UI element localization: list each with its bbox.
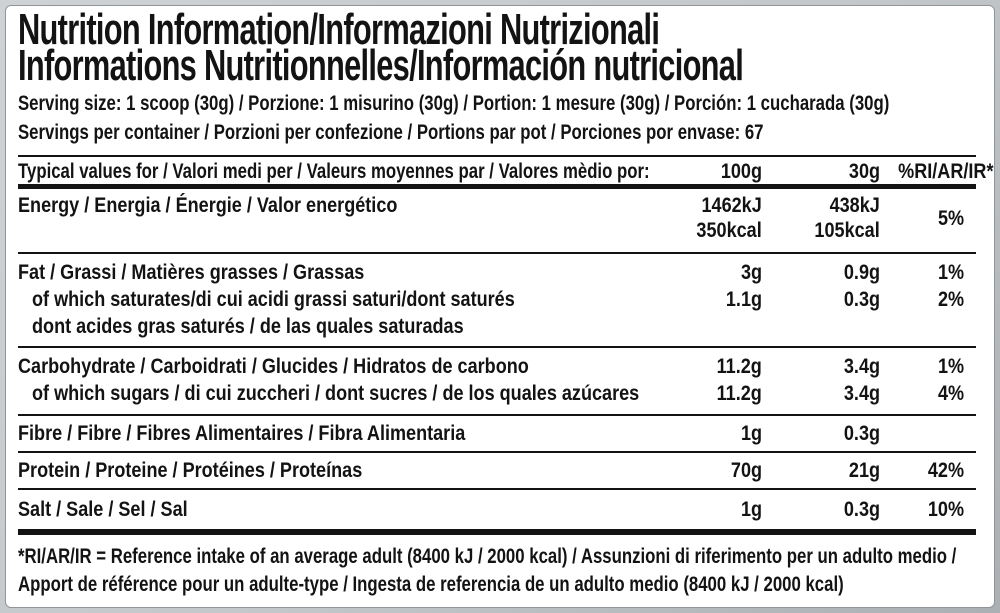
row-label-salt: Salt / Sale / Sel / Sal	[18, 497, 188, 521]
table-row-fat: Fat / Grassi / Matières grasses / Grassa…	[18, 254, 976, 348]
footnote-section: *RI/AR/IR = Reference intake of an avera…	[18, 535, 976, 598]
row-label-energy: Energy / Energia / Énergie / Valor energ…	[18, 193, 398, 217]
carb-line-main: Carbohydrate / Carboidrati / Glucides / …	[18, 353, 976, 380]
energy-30g-kj: 438kJ	[829, 193, 880, 217]
row-label-saturates-cont: dont acides gras saturés / de las quales…	[32, 314, 464, 338]
carb-30g: 3.4g	[843, 354, 880, 378]
table-row-salt: Salt / Sale / Sel / Sal 1g 0.3g 10%	[18, 490, 976, 535]
header-col-30g: 30g	[848, 159, 880, 183]
header-col-ri-cell: %RI/AR/IR*	[880, 159, 993, 184]
fibre-100g: 1g	[740, 421, 762, 445]
fibre-30g: 0.3g	[843, 421, 880, 445]
row-label-fibre: Fibre / Fibre / Fibres Alimentaires / Fi…	[18, 421, 466, 445]
servings-per-container-line: Servings per container / Porzioni per co…	[18, 120, 764, 144]
energy-grid: Energy / Energia / Énergie / Valor energ…	[18, 193, 976, 243]
serving-size-line: Serving size: 1 scoop (30g) / Porzione: …	[18, 91, 890, 115]
header-typical-values-cell: Typical values for / Valori medi per / V…	[18, 157, 650, 186]
title-line-2: Informations Nutritionnelles/Información…	[18, 41, 744, 90]
table-row-fibre: Fibre / Fibre / Fibres Alimentaires / Fi…	[18, 416, 976, 453]
energy-100g-kj: 1462kJ	[701, 193, 762, 217]
sugars-100g: 11.2g	[716, 381, 762, 405]
fibre-line: Fibre / Fibre / Fibres Alimentaires / Fi…	[18, 420, 976, 447]
protein-line: Protein / Proteine / Protéines / Proteín…	[18, 457, 976, 484]
energy-30g-kcal: 105kcal	[814, 218, 880, 242]
header-col-100g-cell: 100g	[622, 159, 762, 184]
header-col-30g-cell: 30g	[762, 159, 880, 184]
carb-pct: 1%	[937, 354, 964, 378]
header-typical-values-label: Typical values for / Valori medi per / V…	[18, 159, 650, 183]
saturates-30g: 0.3g	[843, 287, 880, 311]
fat-100g: 3g	[740, 260, 762, 284]
fat-line-main: Fat / Grassi / Matières grasses / Grassa…	[18, 259, 976, 286]
fat-30g: 0.9g	[843, 260, 880, 284]
nutrition-label: Nutrition Information/Informazioni Nutri…	[5, 5, 995, 608]
fat-line-saturates: of which saturates/di cui acidi grassi s…	[18, 286, 976, 313]
protein-30g: 21g	[848, 458, 880, 482]
salt-pct: 10%	[927, 497, 964, 521]
fat-pct: 1%	[937, 260, 964, 284]
saturates-pct: 2%	[937, 287, 964, 311]
protein-pct: 42%	[927, 458, 964, 482]
energy-100g-kcal: 350kcal	[696, 218, 762, 242]
protein-100g: 70g	[730, 458, 762, 482]
header-col-100g: 100g	[720, 159, 762, 183]
title-line-1: Nutrition Information/Informazioni Nutri…	[18, 5, 660, 54]
sugars-30g: 3.4g	[843, 381, 880, 405]
carb-line-sugars: of which sugars / di cui zuccheri / dont…	[18, 380, 976, 407]
salt-30g: 0.3g	[843, 497, 880, 521]
serving-info: Serving size: 1 scoop (30g) / Porzione: …	[18, 89, 976, 147]
label-title: Nutrition Information/Informazioni Nutri…	[18, 5, 976, 90]
saturates-100g: 1.1g	[725, 287, 762, 311]
row-label-fat: Fat / Grassi / Matières grasses / Grassa…	[18, 260, 365, 284]
fibre-pct	[880, 421, 976, 446]
sugars-pct: 4%	[937, 381, 964, 405]
fat-line-saturates-cont: dont acides gras saturés / de las quales…	[18, 313, 976, 340]
row-label-sugars: of which sugars / di cui zuccheri / dont…	[32, 381, 640, 405]
row-label-protein: Protein / Proteine / Protéines / Proteín…	[18, 458, 363, 482]
carb-100g: 11.2g	[716, 354, 762, 378]
row-label-saturates: of which saturates/di cui acidi grassi s…	[32, 287, 515, 311]
reference-intake-footnote: *RI/AR/IR = Reference intake of an avera…	[18, 544, 957, 596]
table-row-energy: Energy / Energia / Énergie / Valor energ…	[18, 189, 976, 254]
energy-pct: 5%	[937, 205, 964, 230]
table-header: Typical values for / Valori medi per / V…	[18, 155, 993, 189]
salt-line: Salt / Sale / Sel / Sal 1g 0.3g 10%	[18, 496, 976, 523]
header-col-ri: %RI/AR/IR*	[898, 159, 994, 183]
table-row-protein: Protein / Proteine / Protéines / Proteín…	[18, 453, 976, 490]
row-label-carbohydrate: Carbohydrate / Carboidrati / Glucides / …	[18, 354, 529, 378]
table-row-carbohydrate: Carbohydrate / Carboidrati / Glucides / …	[18, 348, 976, 416]
salt-100g: 1g	[740, 497, 762, 521]
